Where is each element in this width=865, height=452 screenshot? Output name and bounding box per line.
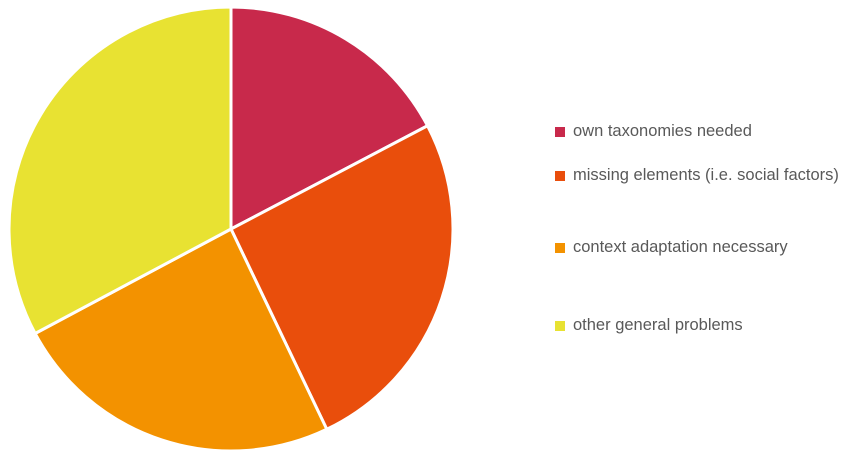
legend-item: missing elements (i.e. social factors) xyxy=(555,165,855,186)
pie-slice xyxy=(229,123,455,432)
pie-slice xyxy=(33,226,329,452)
pie-slice xyxy=(7,5,233,336)
legend-swatch xyxy=(555,243,565,253)
legend-swatch xyxy=(555,321,565,331)
legend-item: other general problems xyxy=(555,315,855,336)
legend-swatch xyxy=(555,127,565,137)
legend-label: own taxonomies needed xyxy=(573,122,752,140)
legend-label: missing elements (i.e. social factors) xyxy=(573,166,839,184)
legend-item: context adaptation necessary xyxy=(555,237,855,258)
legend-label: other general problems xyxy=(573,316,743,334)
pie-slice xyxy=(229,5,430,232)
legend-item: own taxonomies needed xyxy=(555,121,855,142)
legend-label: context adaptation necessary xyxy=(573,238,788,256)
legend-swatch xyxy=(555,171,565,181)
